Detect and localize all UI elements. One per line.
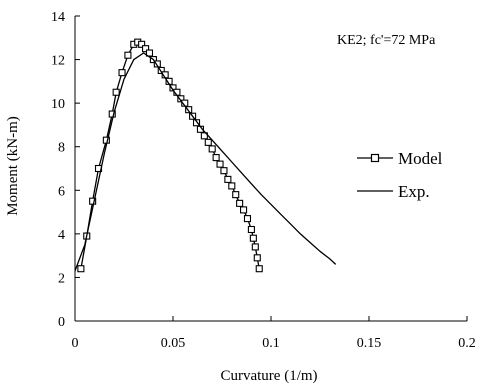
- x-tick-label: 0.05: [161, 336, 186, 351]
- data-point-model: [236, 199, 244, 207]
- data-point-model: [108, 110, 116, 118]
- x-tick-label: 0.15: [357, 336, 382, 351]
- series-layer: [74, 38, 337, 273]
- y-tick-label: 12: [51, 54, 65, 69]
- legend-model-label: Model: [398, 149, 443, 168]
- data-point-model: [157, 66, 165, 75]
- data-point-model: [142, 45, 150, 53]
- data-point-model: [243, 215, 252, 223]
- y-tick-label: 8: [58, 141, 65, 156]
- y-tick-label: 0: [58, 315, 65, 330]
- data-point-model: [212, 154, 220, 162]
- legend: Model Exp.: [357, 149, 443, 201]
- data-point-model: [153, 60, 161, 68]
- series-exp: [74, 52, 337, 272]
- x-axis-ticks: 0 0.05 0.1 0.15 0.2: [72, 316, 476, 351]
- data-point-model: [124, 51, 132, 59]
- data-point-model: [247, 225, 255, 234]
- data-point-model: [177, 95, 185, 103]
- data-point-model: [253, 254, 261, 262]
- data-point-model: [249, 234, 257, 242]
- legend-item-exp: Exp.: [357, 182, 430, 201]
- data-point-model: [208, 145, 216, 153]
- data-point-model: [200, 132, 208, 140]
- legend-exp-label: Exp.: [398, 182, 430, 201]
- y-tick-label: 2: [58, 271, 65, 286]
- series-model: [77, 38, 263, 273]
- y-axis-title: Moment (kN-m): [5, 116, 21, 216]
- data-point-model: [112, 88, 120, 96]
- y-tick-label: 6: [58, 184, 65, 199]
- data-point-model: [192, 119, 201, 127]
- series-line-model: [80, 41, 260, 269]
- data-point-model: [224, 175, 232, 183]
- data-point-model: [145, 49, 154, 57]
- chart-annotation: KE2; fc'=72 MPa: [337, 33, 436, 48]
- legend-model-marker: [370, 153, 380, 163]
- data-point-model: [185, 106, 193, 114]
- plot-area: 0 2 4 6 8 10 12 14 0 0.05 0.1 0.15 0.2: [51, 10, 476, 351]
- data-point-model: [240, 206, 248, 214]
- legend-item-model: Model: [357, 149, 443, 168]
- y-tick-label: 4: [58, 228, 65, 243]
- y-tick-label: 10: [51, 97, 65, 112]
- data-point-model: [204, 138, 212, 146]
- x-axis-title: Curvature (1/m): [220, 368, 317, 384]
- data-point-model: [118, 69, 126, 77]
- data-point-model: [220, 167, 228, 175]
- data-point-model: [77, 265, 85, 273]
- data-point-model: [89, 197, 97, 205]
- y-tick-label: 14: [51, 10, 65, 25]
- data-point-model: [255, 265, 263, 273]
- x-tick-label: 0.2: [458, 336, 476, 351]
- x-tick-label: 0: [72, 336, 79, 351]
- data-point-model: [232, 191, 240, 199]
- data-point-model: [138, 40, 146, 48]
- data-point-model: [228, 182, 236, 190]
- x-tick-label: 0.1: [262, 336, 280, 351]
- y-axis-ticks: 0 2 4 6 8 10 12 14: [51, 10, 80, 330]
- data-point-model: [251, 243, 259, 251]
- series-line-exp: [74, 52, 337, 272]
- data-point-model: [216, 160, 224, 168]
